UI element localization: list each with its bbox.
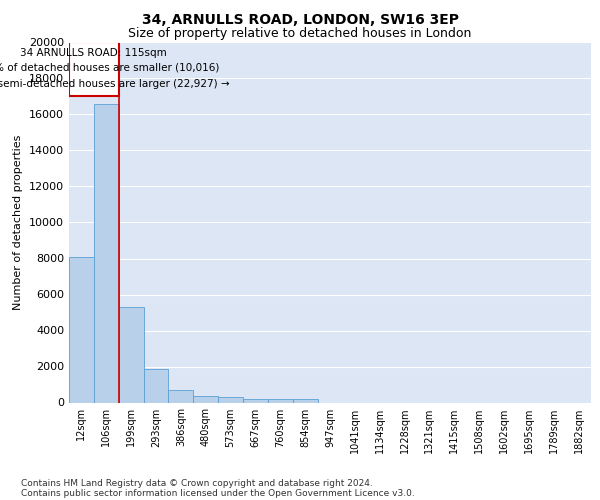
Bar — [193, 396, 218, 402]
Bar — [218, 398, 243, 402]
Text: 34, ARNULLS ROAD, LONDON, SW16 3EP: 34, ARNULLS ROAD, LONDON, SW16 3EP — [142, 12, 458, 26]
Text: ← 30% of detached houses are smaller (10,016): ← 30% of detached houses are smaller (10… — [0, 62, 219, 72]
Bar — [119, 307, 143, 402]
Bar — [169, 390, 193, 402]
Bar — [293, 399, 317, 402]
Text: Size of property relative to detached houses in London: Size of property relative to detached ho… — [128, 28, 472, 40]
Bar — [268, 399, 293, 402]
Bar — [143, 369, 169, 402]
Y-axis label: Number of detached properties: Number of detached properties — [13, 135, 23, 310]
Text: 34 ARNULLS ROAD: 115sqm: 34 ARNULLS ROAD: 115sqm — [20, 48, 167, 58]
Bar — [94, 104, 119, 403]
Bar — [69, 256, 94, 402]
Text: Contains public sector information licensed under the Open Government Licence v3: Contains public sector information licen… — [21, 488, 415, 498]
Bar — [69, 42, 119, 96]
Text: Contains HM Land Registry data © Crown copyright and database right 2024.: Contains HM Land Registry data © Crown c… — [21, 478, 373, 488]
Bar — [243, 398, 268, 402]
Text: 70% of semi-detached houses are larger (22,927) →: 70% of semi-detached houses are larger (… — [0, 79, 230, 89]
